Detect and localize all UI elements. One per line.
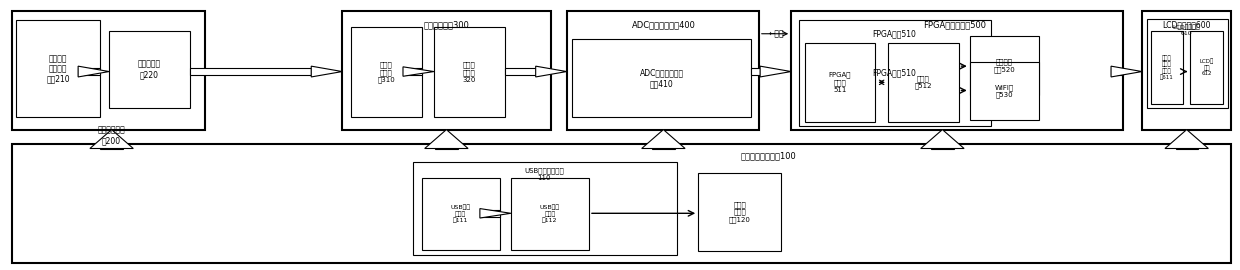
- FancyBboxPatch shape: [109, 31, 190, 108]
- Text: ADC数据采样芯片
模块410: ADC数据采样芯片 模块410: [640, 69, 683, 88]
- Text: 光电转换模
块220: 光电转换模 块220: [138, 60, 161, 79]
- FancyBboxPatch shape: [351, 27, 422, 117]
- Text: 直流电源管理模块100: 直流电源管理模块100: [742, 151, 796, 160]
- Text: 滤波电
路模块
320: 滤波电 路模块 320: [463, 62, 476, 83]
- Text: FPGA模块510: FPGA模块510: [872, 30, 916, 39]
- Text: USB充电
管理模
块111: USB充电 管理模 块111: [450, 205, 471, 223]
- FancyBboxPatch shape: [511, 178, 589, 250]
- FancyBboxPatch shape: [805, 43, 875, 122]
- FancyBboxPatch shape: [413, 162, 677, 255]
- Text: 晶振模
块512: 晶振模 块512: [914, 75, 932, 89]
- Text: LCD显
示屏
612: LCD显 示屏 612: [1199, 59, 1214, 76]
- FancyBboxPatch shape: [100, 144, 123, 149]
- Polygon shape: [311, 66, 342, 77]
- Text: 数据存储
模块520: 数据存储 模块520: [993, 58, 1016, 73]
- FancyBboxPatch shape: [342, 11, 551, 130]
- Polygon shape: [403, 67, 434, 76]
- FancyBboxPatch shape: [505, 68, 536, 75]
- FancyBboxPatch shape: [12, 144, 1231, 263]
- FancyBboxPatch shape: [422, 178, 500, 250]
- Polygon shape: [480, 208, 511, 218]
- Text: 电源电
压管理
模块120: 电源电 压管理 模块120: [729, 201, 750, 223]
- Polygon shape: [642, 130, 684, 148]
- Polygon shape: [1111, 66, 1142, 77]
- Text: 信号调节模块300: 信号调节模块300: [424, 20, 469, 29]
- FancyBboxPatch shape: [435, 144, 458, 149]
- FancyBboxPatch shape: [652, 144, 675, 149]
- FancyBboxPatch shape: [434, 27, 505, 117]
- Text: WIFI模
块530: WIFI模 块530: [994, 84, 1014, 98]
- FancyBboxPatch shape: [190, 68, 311, 75]
- FancyBboxPatch shape: [16, 20, 100, 117]
- FancyBboxPatch shape: [791, 11, 1123, 130]
- Text: ←时钟: ←时钟: [769, 29, 785, 38]
- Polygon shape: [1166, 130, 1208, 148]
- FancyBboxPatch shape: [751, 68, 760, 75]
- FancyBboxPatch shape: [698, 173, 781, 251]
- FancyBboxPatch shape: [970, 62, 1039, 120]
- FancyBboxPatch shape: [1190, 31, 1223, 104]
- FancyBboxPatch shape: [1111, 68, 1123, 75]
- FancyBboxPatch shape: [1142, 11, 1231, 130]
- Text: ADC数据采样模块400: ADC数据采样模块400: [631, 20, 696, 29]
- Text: USB数据
传输模
块112: USB数据 传输模 块112: [539, 205, 560, 223]
- Text: 放大器
电路模
块310: 放大器 电路模 块310: [377, 61, 396, 83]
- FancyBboxPatch shape: [78, 68, 100, 75]
- Text: LCD显示模块600: LCD显示模块600: [1162, 20, 1211, 29]
- Text: FPGA微控制模块500: FPGA微控制模块500: [924, 20, 986, 29]
- FancyBboxPatch shape: [1151, 31, 1183, 104]
- FancyBboxPatch shape: [970, 36, 1039, 94]
- FancyBboxPatch shape: [403, 68, 422, 75]
- FancyBboxPatch shape: [480, 210, 500, 217]
- FancyBboxPatch shape: [567, 11, 759, 130]
- Polygon shape: [89, 130, 134, 148]
- Text: 伽马探测器模
块200: 伽马探测器模 块200: [98, 126, 125, 145]
- Polygon shape: [424, 130, 469, 148]
- Text: USB接口管理模块
110: USB接口管理模块 110: [525, 167, 564, 181]
- FancyBboxPatch shape: [888, 43, 959, 122]
- FancyBboxPatch shape: [1176, 144, 1198, 149]
- Polygon shape: [760, 66, 791, 77]
- Text: 显示模
块驱动
电路模
块611: 显示模 块驱动 电路模 块611: [1159, 55, 1174, 80]
- Text: FPGA芯
片模块
511: FPGA芯 片模块 511: [828, 72, 852, 93]
- Text: LCD显示电路
610: LCD显示电路 610: [1173, 24, 1200, 36]
- FancyBboxPatch shape: [12, 11, 205, 130]
- Text: FPGA模块510: FPGA模块510: [873, 68, 916, 77]
- Text: 环绕式液
体闪烁体
模块210: 环绕式液 体闪烁体 模块210: [46, 54, 71, 84]
- FancyBboxPatch shape: [1147, 19, 1228, 108]
- FancyBboxPatch shape: [799, 20, 991, 126]
- Polygon shape: [536, 66, 567, 77]
- FancyBboxPatch shape: [931, 144, 954, 149]
- Polygon shape: [920, 130, 965, 148]
- Polygon shape: [78, 66, 109, 77]
- FancyBboxPatch shape: [572, 39, 751, 117]
